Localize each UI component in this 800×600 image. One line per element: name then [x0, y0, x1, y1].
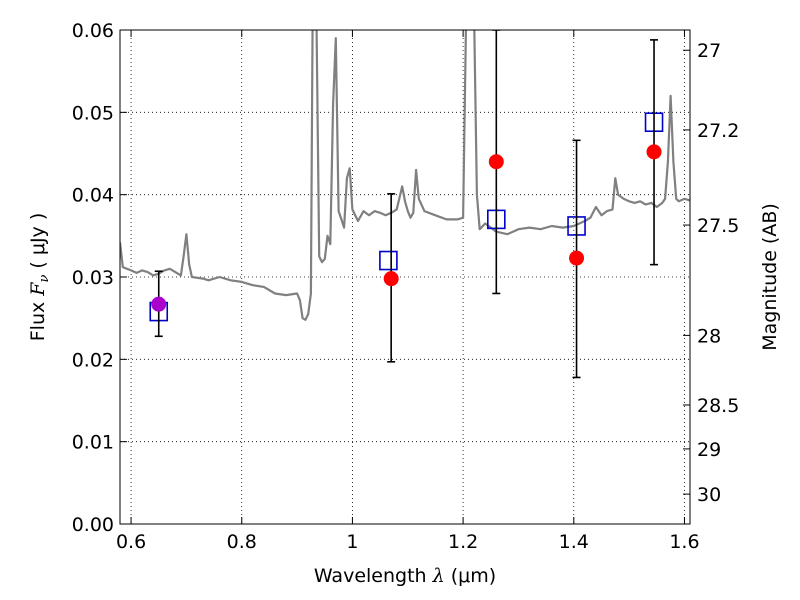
x-tick-label: 0.8: [227, 531, 257, 553]
y2-tick-label: 27.2: [697, 120, 739, 142]
y-tick-label: 0.01: [72, 432, 114, 454]
y2-tick-label: 30: [697, 484, 721, 506]
x-axis-label: Wavelength λ (μm): [314, 565, 496, 587]
observed-point: [151, 296, 167, 312]
observed-point: [488, 154, 504, 170]
y-tick-label: 0.05: [72, 102, 114, 124]
y2-tick-label: 27.5: [697, 215, 739, 237]
x-tick-label: 1.4: [559, 531, 589, 553]
y-tick-label: 0.02: [72, 349, 114, 371]
x-tick-label: 1: [346, 531, 358, 553]
x-tick-label: 1.6: [669, 531, 699, 553]
y-tick-label: 0.06: [72, 20, 114, 42]
axis-ticks: 0.6 0.8 1 1.2 1.4 1.6 0.00 0.01 0.02 0.03 0.04 0.05…: [72, 20, 740, 553]
y2-tick-label: 28: [697, 325, 721, 347]
model-spectrum-line: [120, 30, 690, 321]
observed-point: [646, 144, 662, 160]
x-tick-label: 1.2: [448, 531, 478, 553]
y2-axis-label: Magnitude (AB): [759, 203, 781, 351]
plot-area: [120, 30, 690, 379]
grid: [120, 30, 690, 524]
y2-tick-label: 28.5: [697, 395, 739, 417]
y-tick-label: 0.03: [72, 267, 114, 289]
y2-tick-label: 29: [697, 439, 721, 461]
y-tick-label: 0.00: [72, 514, 114, 536]
y-tick-label: 0.04: [72, 185, 114, 207]
model-photometry-box: [379, 250, 398, 271]
x-tick-label: 0.6: [116, 531, 146, 553]
y-axis-label: Flux Fν ( μJy ): [27, 213, 52, 342]
y2-tick-label: 27: [697, 40, 721, 62]
observed-point: [569, 250, 585, 266]
observed-point: [383, 271, 399, 287]
